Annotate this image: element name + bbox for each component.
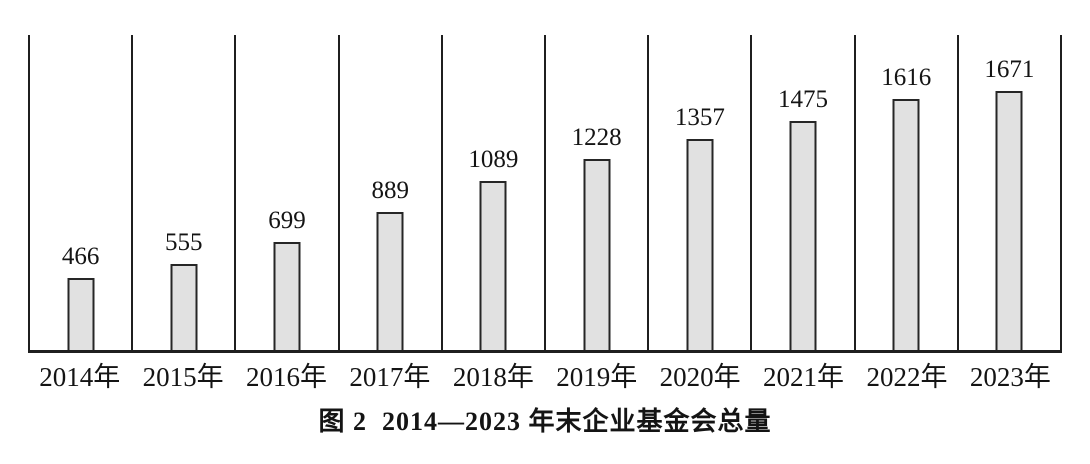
x-axis-tick-label: 2018年 (452, 362, 534, 392)
chart-column: 889 (337, 35, 441, 350)
bar (995, 91, 1023, 350)
bar-value-label: 1228 (571, 124, 622, 151)
x-axis-tick-label: 2016年 (246, 362, 328, 392)
x-axis-tick-label: 2017年 (349, 362, 431, 392)
bar (892, 99, 920, 350)
bar (583, 159, 611, 350)
bar (376, 212, 404, 350)
bar (479, 181, 507, 350)
x-axis-tick-label: 2023年 (969, 362, 1051, 392)
bar (273, 242, 301, 350)
x-axis-tick-label: 2014年 (39, 362, 121, 392)
figure-caption: 图 2 2014—2023 年末企业基金会总量 (318, 407, 772, 436)
chart-column: 555 (131, 35, 234, 350)
bar-value-label: 1671 (984, 56, 1035, 83)
bar-value-label: 1357 (674, 104, 725, 131)
chart-column: 466 (28, 35, 131, 350)
bar-value-label: 555 (165, 229, 203, 256)
chart-column: 1671 (956, 35, 1063, 350)
chart-column: 1475 (750, 35, 853, 350)
bar-value-label: 699 (268, 207, 306, 234)
plot-area: 466 555 699 889 1089 1228 1357 1475 1616 1671 (28, 35, 1063, 353)
x-axis-tick-label: 2020年 (659, 362, 741, 392)
bar (170, 264, 198, 350)
chart-column: 1357 (647, 35, 750, 350)
bar (686, 139, 714, 350)
bar-value-label: 1616 (881, 64, 932, 91)
bar-value-label: 889 (371, 177, 409, 204)
x-axis-tick-label: 2022年 (866, 362, 948, 392)
bar-value-label: 466 (61, 243, 100, 270)
x-axis-tick-label: 2021年 (763, 362, 845, 392)
bar (789, 121, 817, 350)
bar-value-label: 1475 (778, 86, 829, 113)
x-axis-tick-label: 2019年 (556, 362, 638, 392)
chart-column: 1616 (853, 35, 957, 350)
x-axis-labels: 2014年 2015年 2016年 2017年 2018年 2019年 2020年 2021年… (28, 360, 1062, 394)
chart-column: 1228 (544, 35, 647, 350)
x-axis-tick-label: 2015年 (142, 362, 224, 392)
chart-column: 1089 (440, 35, 544, 350)
chart-column: 699 (234, 35, 337, 350)
bar (67, 278, 95, 350)
bar-value-label: 1089 (468, 146, 519, 173)
